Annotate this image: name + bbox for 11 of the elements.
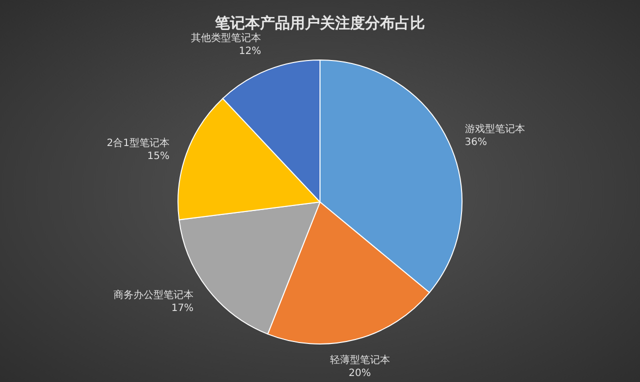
slice-label: 游戏型笔记本	[464, 122, 525, 135]
data-label: 15%	[147, 150, 170, 162]
chart-title: 笔记本产品用户关注度分布占比	[214, 14, 425, 32]
data-label: 36%	[464, 136, 488, 148]
data-label: 20%	[348, 368, 371, 379]
data-label: 12%	[238, 46, 262, 58]
slice-label: 轻薄型笔记本	[330, 354, 390, 366]
slice-label: 其他类型笔记本	[191, 32, 262, 44]
data-label: 17%	[171, 303, 194, 314]
slice-label: 2合1型笔记本	[106, 136, 170, 149]
slice-label: 商务办公型笔记本	[114, 289, 194, 302]
